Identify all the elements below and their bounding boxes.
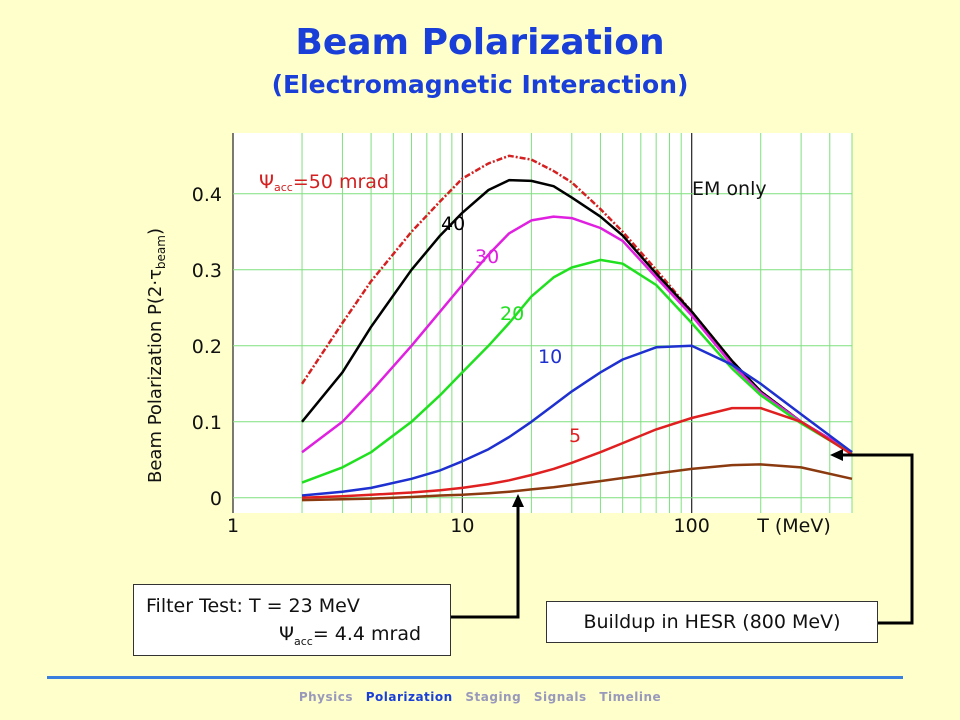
psi-symbol: Ψ xyxy=(279,623,294,645)
y-axis-label: Beam Polarization P(2·τbeam) xyxy=(145,228,168,483)
series-label-3: 20 xyxy=(500,303,524,325)
x-tick-label: 100 xyxy=(674,515,710,537)
filter-test-line2: Ψacc= 4.4 mrad xyxy=(279,623,421,648)
y-tick-label: 0.2 xyxy=(192,336,222,358)
series-line-5 xyxy=(301,406,853,500)
psi-subscript: acc xyxy=(293,634,313,648)
nav-physics[interactable]: Physics xyxy=(298,690,353,704)
filter-test-line1: Filter Test: T = 23 MeV xyxy=(146,595,360,617)
series-line-3 xyxy=(301,258,853,484)
series-label-1: 40 xyxy=(441,213,465,235)
y-tick-label: 0.4 xyxy=(192,184,222,206)
footer-divider xyxy=(47,676,903,679)
page-title: Beam Polarization xyxy=(295,22,665,63)
filter-arrow-head xyxy=(512,494,524,507)
x-tick-label: 10 xyxy=(450,515,474,537)
series-label-6: EM only xyxy=(692,178,767,200)
series-line-1 xyxy=(301,178,853,454)
nav-signals[interactable]: Signals xyxy=(533,690,587,704)
nav-timeline[interactable]: Timeline xyxy=(599,690,662,704)
series-line-6 xyxy=(301,463,853,502)
series-label-2: 30 xyxy=(475,246,499,268)
filter-value: = 4.4 mrad xyxy=(312,623,422,645)
hesr-buildup-box: Buildup in HESR (800 MeV) xyxy=(546,601,878,643)
series-label-4: 10 xyxy=(538,346,562,368)
page-subtitle: (Electromagnetic Interaction) xyxy=(271,70,689,99)
x-tick-label: 1 xyxy=(227,515,239,537)
hesr-arrow-head xyxy=(830,449,843,461)
x-axis-label: T (MeV) xyxy=(756,515,831,537)
y-tick-label: 0.1 xyxy=(192,412,222,434)
series-line-4 xyxy=(301,344,853,497)
y-tick-label: 0 xyxy=(210,488,222,510)
series-label-0: Ψacc=50 mrad xyxy=(259,171,389,194)
series-line-0 xyxy=(300,154,853,454)
footer-nav: Physics Polarization Staging Signals Tim… xyxy=(0,690,960,704)
filter-connector-line xyxy=(449,505,520,619)
nav-staging[interactable]: Staging xyxy=(465,690,522,704)
series-label-5: 5 xyxy=(569,425,581,447)
hesr-connector-line xyxy=(840,453,914,625)
filter-test-box: Filter Test: T = 23 MeV Ψacc= 4.4 mrad xyxy=(133,584,451,656)
nav-polarization[interactable]: Polarization xyxy=(365,690,453,704)
y-tick-label: 0.3 xyxy=(192,260,222,282)
plot-area xyxy=(233,133,852,513)
